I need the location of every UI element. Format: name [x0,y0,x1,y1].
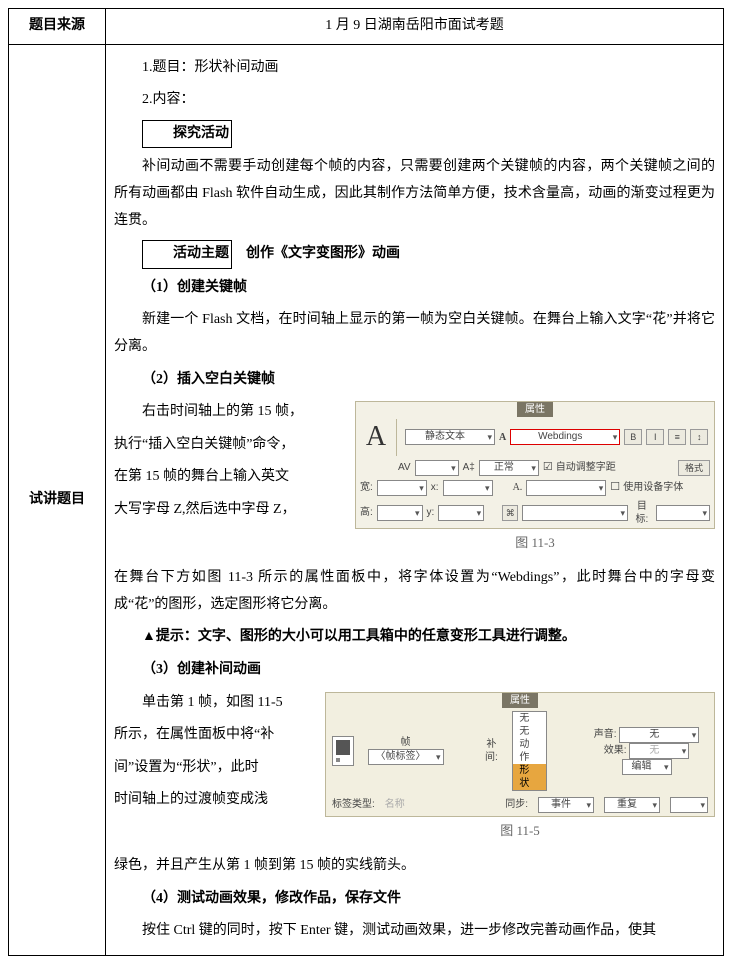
tip-line: ▲提示：文字、图形的大小可以用工具箱中的任意变形工具进行调整。 [114,624,715,651]
header-left-label: 题目来源 [29,18,85,33]
format-btn[interactable]: 格式 [678,460,710,476]
tween-opt-2[interactable]: 动作 [513,738,547,764]
figure-11-5-caption: 图 11-5 [325,819,715,844]
align-btn[interactable]: ≡ [668,429,686,445]
step3-title: （3）创建补间动画 [114,657,715,684]
label-type-label: 标签类型: [332,798,375,811]
content-cell: 1.题目：形状补间动画 2.内容： 探究活动 补间动画不需要手动创建每个帧的内容… [106,44,724,955]
box1-wrap: 探究活动 [114,120,715,149]
av-label: AV [398,461,411,474]
sidebar-cell: 试讲题目 [9,44,106,955]
figure-11-5: 属性 帧 〈帧标签〉 补间: 无 无 动作 形状 [325,692,715,844]
header-row: 题目来源 1 月 9 日湖南岳阳市面试考题 [9,9,724,45]
sidebar-label: 试讲题目 [29,492,85,507]
italic-btn[interactable]: I [646,429,664,445]
step2-after: 在舞台下方如图 11-3 所示的属性面板中，将字体设置为“Webdings”，此… [114,565,715,618]
device-font-check[interactable]: 使用设备字体 [610,480,683,494]
orient-btn[interactable]: ↕ [690,429,708,445]
bold-btn[interactable]: B [624,429,642,445]
figure-11-3: 属性 A 静态文本 A Webdings B I ≡ ↕ AV A‡ [355,401,715,555]
step1-body: 新建一个 Flash 文档，在时间轴上显示的第一帧为空白关键帧。在舞台上输入文字… [114,307,715,360]
x-label: x: [431,481,439,494]
flash-properties-panel-text: 属性 A 静态文本 A Webdings B I ≡ ↕ AV A‡ [355,401,715,528]
activity-theme-box: 活动主题 [142,240,232,269]
panel-tab: 属性 [517,402,553,417]
av-select[interactable] [415,460,459,476]
aa-select[interactable] [526,480,606,496]
line-title: 1.题目：形状补间动画 [114,55,715,82]
panel2-tab: 属性 [502,693,538,708]
tween-select[interactable]: 无 无 动作 形状 [512,711,548,791]
sync-label: 同步: [505,798,528,811]
line-content-label: 2.内容： [114,87,715,114]
edit-btn[interactable]: 编辑 [622,759,672,775]
text-type-select[interactable]: 静态文本 [405,429,495,445]
sync-select2[interactable]: 重复 [604,797,660,813]
flash-properties-panel-frame: 属性 帧 〈帧标签〉 补间: 无 无 动作 形状 [325,692,715,817]
link-btn[interactable]: ⌘ [502,505,518,521]
sync-count[interactable] [670,797,708,813]
h-label: 高: [360,506,373,519]
h-input[interactable] [377,505,423,521]
w-label: 宽: [360,481,373,494]
tween-opt-3[interactable]: 形状 [513,764,547,790]
target-select[interactable] [656,505,710,521]
activity-theme-title: 创作《文字变图形》动画 [232,246,400,261]
content-row: 试讲题目 1.题目：形状补间动画 2.内容： 探究活动 补间动画不需要手动创建每… [9,44,724,955]
step3-after: 绿色，并且产生从第 1 帧到第 15 帧的实线箭头。 [114,853,715,880]
box2-wrap: 活动主题 创作《文字变图形》动画 [114,240,715,269]
font-select[interactable]: Webdings [510,429,620,445]
tween-label: 补间: [481,738,501,764]
w-input[interactable] [377,480,427,496]
header-left-cell: 题目来源 [9,9,106,45]
frame-icon [332,736,354,766]
header-right-cell: 1 月 9 日湖南岳阳市面试考题 [106,9,724,45]
ai-select[interactable]: 正常 [479,460,539,476]
step4-title: （4）测试动画效果，修改作品，保存文件 [114,886,715,913]
header-title: 1 月 9 日湖南岳阳市面试考题 [325,18,504,33]
effect-label: 效果: [604,745,627,756]
figure-11-3-caption: 图 11-3 [355,531,715,556]
effect-select[interactable]: 无 [629,743,689,759]
step2-title: （2）插入空白关键帧 [114,367,715,394]
text-tool-icon: A [360,419,397,455]
tween-opt-0[interactable]: 无 [513,712,547,725]
sound-label: 声音: [594,729,617,740]
explore-box: 探究活动 [142,120,232,149]
sound-select[interactable]: 无 [619,727,699,743]
document-table: 题目来源 1 月 9 日湖南岳阳市面试考题 试讲题目 1.题目：形状补间动画 2… [8,8,724,956]
target-label: 目标: [632,500,652,526]
url-input[interactable] [522,505,628,521]
step1-title: （1）创建关键帧 [114,275,715,302]
ai-label: A‡ [463,461,475,474]
sync-select1[interactable]: 事件 [538,797,594,813]
auto-kern-check[interactable]: 自动调整字距 [543,460,616,474]
y-input[interactable] [438,505,484,521]
x-input[interactable] [443,480,493,496]
tween-opt-1[interactable]: 无 [513,725,547,738]
y-label: y: [427,506,435,519]
para1: 补间动画不需要手动创建每个帧的内容，只需要创建两个关键帧的内容，两个关键帧之间的… [114,154,715,234]
step4-body: 按住 Ctrl 键的同时，按下 Enter 键，测试动画效果，进一步修改完善动画… [114,918,715,945]
name-label: 名称 [385,798,405,811]
frame-label-input[interactable]: 〈帧标签〉 [368,749,444,765]
frame-label: 帧 [401,737,411,748]
